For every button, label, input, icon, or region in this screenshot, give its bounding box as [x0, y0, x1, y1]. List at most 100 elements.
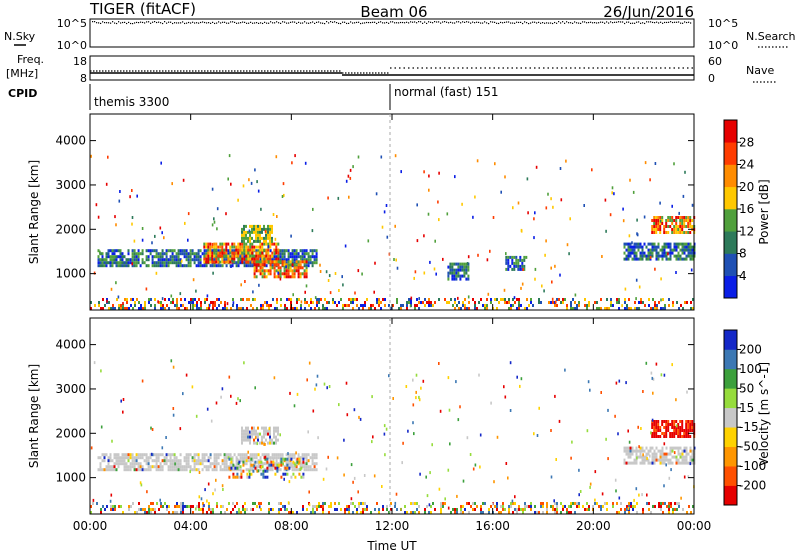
noise-point: [548, 22, 550, 24]
range-cell: [683, 216, 686, 219]
range-cell: [253, 456, 256, 460]
range-cell: [209, 453, 212, 457]
range-cell: [195, 252, 198, 256]
range-cell: [667, 423, 670, 426]
range-cell: [285, 249, 288, 253]
range-cell: [345, 381, 348, 385]
range-cell: [607, 457, 609, 461]
range-cell: [271, 236, 273, 240]
range-cell: [513, 255, 516, 259]
range-cell: [589, 482, 592, 486]
range-cell: [684, 170, 686, 174]
range-cell: [295, 451, 297, 455]
range-cell: [623, 257, 626, 261]
range-cell: [642, 508, 644, 511]
range-cell: [265, 429, 267, 433]
range-cell: [271, 242, 274, 246]
range-cell: [624, 298, 626, 301]
range-cell: [681, 219, 684, 222]
range-cell: [683, 429, 686, 432]
range-cell: [667, 426, 670, 429]
range-cell: [435, 272, 437, 276]
range-cell: [105, 258, 108, 262]
range-cell: [117, 453, 120, 457]
range-cell: [277, 242, 280, 246]
range-cell: [173, 249, 176, 253]
range-cell: [685, 461, 688, 465]
range-cell: [251, 245, 254, 249]
range-cell: [286, 508, 288, 511]
range-cell: [678, 211, 680, 215]
range-cell: [302, 508, 304, 511]
range-cell: [635, 297, 637, 301]
range-cell: [195, 264, 198, 268]
range-cell: [384, 304, 386, 307]
range-cell: [440, 508, 442, 511]
range-cell: [276, 466, 279, 470]
range-cell: [683, 222, 686, 225]
range-cell: [289, 255, 292, 259]
range-cell: [255, 432, 257, 436]
range-cell: [96, 502, 98, 505]
range-cell: [211, 264, 214, 268]
range-cell: [199, 264, 202, 268]
noise-point: [316, 21, 318, 23]
range-cell: [281, 258, 284, 262]
colorbar-swatch: [724, 407, 737, 428]
range-cell: [681, 225, 684, 228]
range-cell: [530, 505, 532, 508]
range-cell: [286, 457, 289, 461]
range-cell: [180, 511, 182, 514]
range-cell: [467, 265, 470, 269]
range-cell: [305, 249, 308, 253]
colorbar-swatch: [724, 231, 737, 254]
range-cell: [673, 254, 676, 258]
noise-point: [120, 22, 122, 24]
noise-point: [256, 22, 258, 24]
range-cell: [232, 304, 234, 307]
noise-point: [306, 22, 308, 24]
range-cell: [213, 217, 215, 221]
range-cell: [259, 224, 261, 228]
range-cell: [594, 470, 597, 474]
range-cell: [209, 264, 212, 268]
range-cell: [173, 459, 176, 463]
range-cell: [269, 233, 271, 237]
range-cell: [219, 251, 222, 255]
range-cell: [453, 262, 456, 266]
range-cell: [213, 258, 216, 262]
range-cell: [290, 463, 293, 467]
range-cell: [236, 472, 239, 476]
range-cell: [318, 301, 320, 304]
range-cell: [641, 248, 644, 252]
range-cell: [301, 258, 304, 262]
noise-point: [550, 22, 552, 24]
range-cell: [208, 505, 210, 508]
range-cell: [352, 480, 354, 484]
range-cell: [171, 465, 174, 469]
range-cell: [584, 508, 586, 511]
range-cell: [287, 272, 290, 276]
range-cell: [334, 508, 336, 511]
range-cell: [295, 260, 298, 264]
range-cell: [311, 255, 314, 259]
range-cell: [195, 414, 198, 418]
range-cell: [627, 251, 630, 255]
range-cell: [546, 511, 548, 514]
range-cell: [241, 233, 243, 237]
range-cell: [103, 261, 106, 265]
range-cell: [277, 456, 280, 460]
range-cell: [160, 304, 162, 307]
range-cell: [255, 275, 258, 279]
range-cell: [654, 505, 656, 508]
range-cell: [576, 502, 578, 505]
range-cell: [233, 245, 236, 249]
range-cell: [647, 452, 650, 456]
range-cell: [655, 228, 658, 231]
range-cell: [215, 456, 218, 460]
range-cell: [118, 307, 120, 310]
range-cell: [689, 423, 692, 426]
range-cell: [424, 511, 426, 514]
colorbar-swatch: [724, 427, 737, 447]
range-cell: [260, 508, 262, 511]
